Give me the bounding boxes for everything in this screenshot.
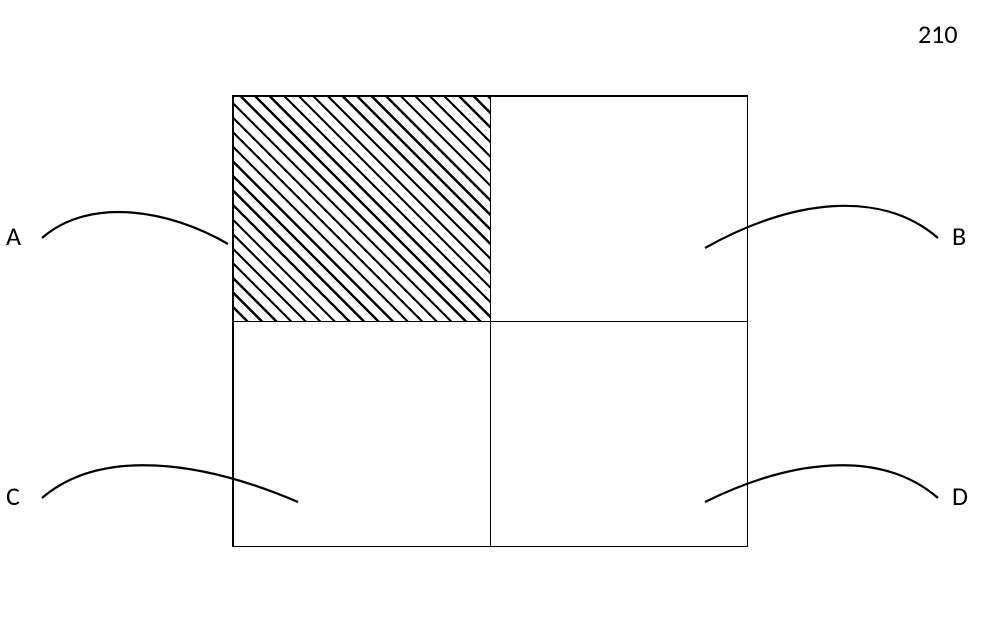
- leader-D: [705, 465, 938, 502]
- diagram-canvas: 210 A B C D: [0, 0, 1000, 628]
- leader-B: [705, 206, 938, 248]
- leader-C: [42, 465, 298, 502]
- leader-lines: [0, 0, 1000, 628]
- leader-A: [42, 212, 228, 244]
